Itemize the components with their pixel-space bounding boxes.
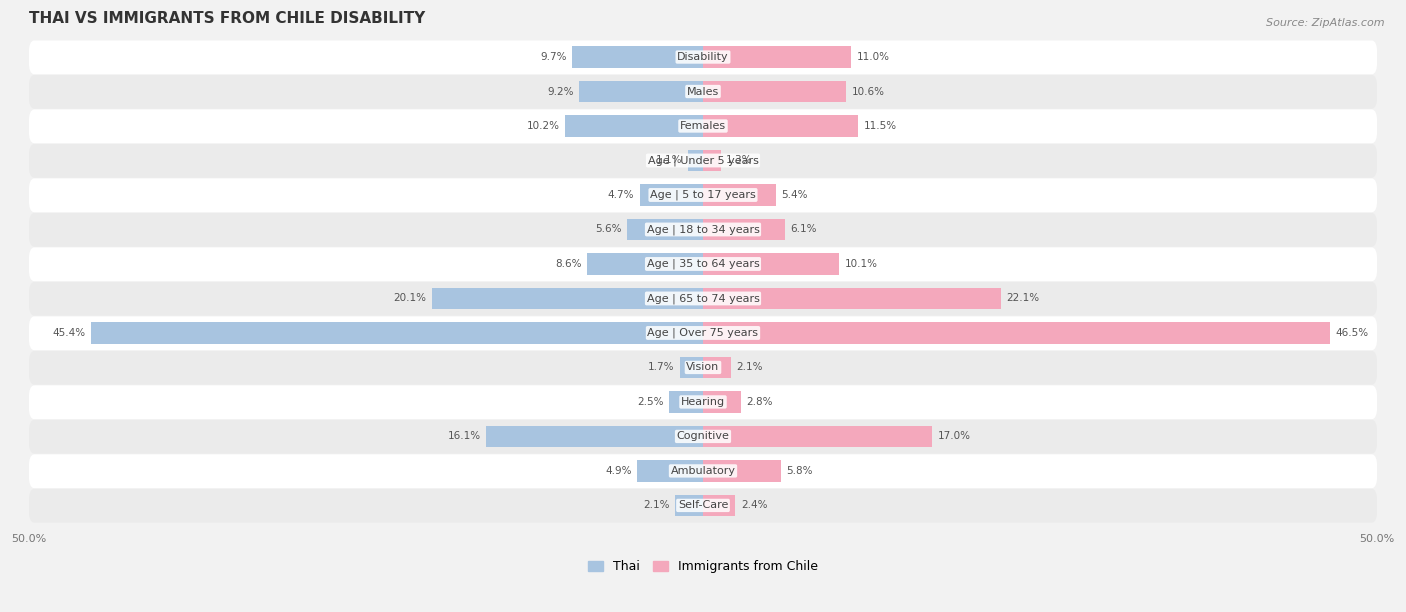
Text: Age | 35 to 64 years: Age | 35 to 64 years — [647, 259, 759, 269]
Text: Source: ZipAtlas.com: Source: ZipAtlas.com — [1267, 18, 1385, 28]
Text: 9.7%: 9.7% — [540, 52, 567, 62]
Text: 11.0%: 11.0% — [856, 52, 890, 62]
Bar — [486, 426, 703, 447]
Text: 1.3%: 1.3% — [725, 155, 752, 165]
FancyBboxPatch shape — [28, 247, 1378, 282]
Text: 10.2%: 10.2% — [527, 121, 560, 131]
FancyBboxPatch shape — [28, 144, 1378, 177]
FancyBboxPatch shape — [28, 316, 1378, 350]
Text: 2.1%: 2.1% — [737, 362, 763, 373]
Bar — [91, 323, 703, 344]
Text: 1.1%: 1.1% — [657, 155, 683, 165]
Text: 2.5%: 2.5% — [637, 397, 664, 407]
Bar — [681, 357, 703, 378]
FancyBboxPatch shape — [28, 489, 1378, 523]
Text: Age | 65 to 74 years: Age | 65 to 74 years — [647, 293, 759, 304]
Text: Self-Care: Self-Care — [678, 501, 728, 510]
Text: 17.0%: 17.0% — [938, 431, 970, 441]
Bar — [432, 288, 703, 309]
FancyBboxPatch shape — [28, 213, 1378, 247]
FancyBboxPatch shape — [28, 282, 1378, 316]
Text: 11.5%: 11.5% — [863, 121, 897, 131]
Text: Ambulatory: Ambulatory — [671, 466, 735, 476]
Text: 2.4%: 2.4% — [741, 501, 768, 510]
Text: 8.6%: 8.6% — [555, 259, 582, 269]
Bar — [572, 47, 703, 68]
Bar — [703, 357, 731, 378]
Bar — [579, 81, 703, 102]
Bar — [703, 184, 776, 206]
Legend: Thai, Immigrants from Chile: Thai, Immigrants from Chile — [583, 555, 823, 578]
Text: Vision: Vision — [686, 362, 720, 373]
Text: Females: Females — [681, 121, 725, 131]
Bar — [703, 253, 839, 275]
Text: 5.4%: 5.4% — [782, 190, 807, 200]
Text: 6.1%: 6.1% — [790, 225, 817, 234]
Bar — [703, 47, 852, 68]
Text: Males: Males — [688, 86, 718, 97]
Bar — [703, 115, 858, 136]
Text: THAI VS IMMIGRANTS FROM CHILE DISABILITY: THAI VS IMMIGRANTS FROM CHILE DISABILITY — [28, 11, 425, 26]
Text: 1.7%: 1.7% — [648, 362, 675, 373]
FancyBboxPatch shape — [28, 420, 1378, 453]
FancyBboxPatch shape — [28, 386, 1378, 419]
Bar — [703, 81, 846, 102]
Text: 20.1%: 20.1% — [394, 294, 426, 304]
FancyBboxPatch shape — [28, 40, 1378, 74]
Text: 9.2%: 9.2% — [547, 86, 574, 97]
FancyBboxPatch shape — [28, 179, 1378, 212]
Bar — [703, 323, 1330, 344]
Text: 10.1%: 10.1% — [845, 259, 877, 269]
Text: Cognitive: Cognitive — [676, 431, 730, 441]
Bar — [637, 460, 703, 482]
FancyBboxPatch shape — [28, 75, 1378, 109]
Bar — [703, 288, 1001, 309]
Text: Disability: Disability — [678, 52, 728, 62]
Text: Hearing: Hearing — [681, 397, 725, 407]
Bar — [669, 391, 703, 412]
Text: Age | 18 to 34 years: Age | 18 to 34 years — [647, 224, 759, 235]
Text: 22.1%: 22.1% — [1007, 294, 1039, 304]
Text: 16.1%: 16.1% — [447, 431, 481, 441]
FancyBboxPatch shape — [28, 110, 1378, 143]
Text: 2.8%: 2.8% — [747, 397, 773, 407]
Text: 10.6%: 10.6% — [852, 86, 884, 97]
Text: Age | Under 5 years: Age | Under 5 years — [648, 155, 758, 166]
Text: 5.6%: 5.6% — [596, 225, 621, 234]
Bar — [703, 460, 782, 482]
Bar — [627, 218, 703, 240]
Text: 2.1%: 2.1% — [643, 501, 669, 510]
Text: 46.5%: 46.5% — [1336, 328, 1368, 338]
Text: 5.8%: 5.8% — [786, 466, 813, 476]
FancyBboxPatch shape — [28, 454, 1378, 488]
Text: 45.4%: 45.4% — [52, 328, 86, 338]
Text: 4.7%: 4.7% — [607, 190, 634, 200]
Bar — [565, 115, 703, 136]
Bar — [640, 184, 703, 206]
Bar — [703, 150, 720, 171]
Bar — [703, 218, 786, 240]
Bar — [703, 391, 741, 412]
Text: Age | Over 75 years: Age | Over 75 years — [648, 327, 758, 338]
Bar — [703, 494, 735, 516]
Text: Age | 5 to 17 years: Age | 5 to 17 years — [650, 190, 756, 200]
Bar — [703, 426, 932, 447]
Text: 4.9%: 4.9% — [605, 466, 631, 476]
FancyBboxPatch shape — [28, 351, 1378, 385]
Bar — [675, 494, 703, 516]
Bar — [688, 150, 703, 171]
Bar — [588, 253, 703, 275]
